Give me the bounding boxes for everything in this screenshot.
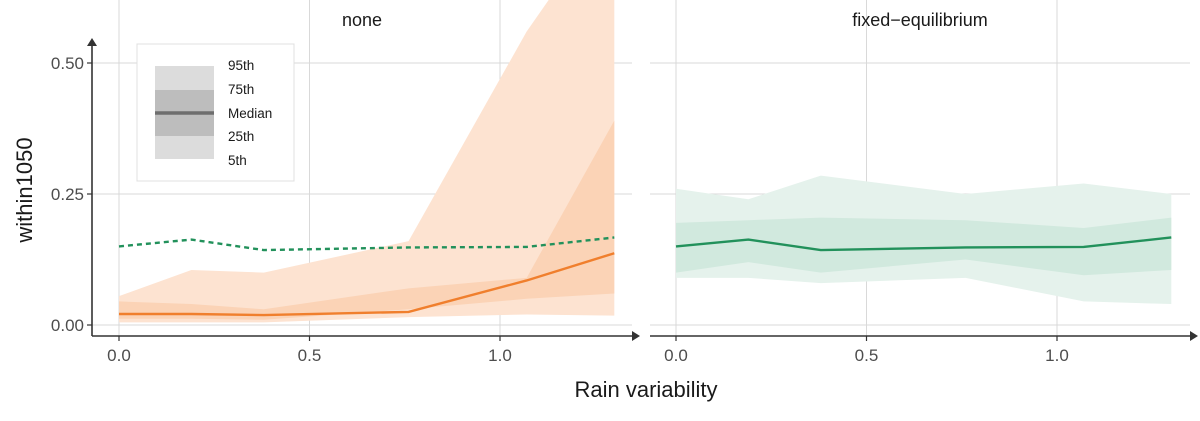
band-5-95 <box>119 0 615 323</box>
panel-0: none 0.0 0.5 1.0 <box>92 0 640 365</box>
x-tick-label: 0.0 <box>664 346 688 365</box>
median-line <box>675 236 1172 252</box>
panel-bands-1 <box>676 175 1172 305</box>
legend-label: 75th <box>228 82 254 97</box>
y-tick-label: 0.00 <box>51 316 84 335</box>
y-axis-arrow <box>87 38 97 46</box>
legend: 95th 75th Median 25th 5th <box>136 43 295 182</box>
legend-label: 95th <box>228 58 254 73</box>
y-axis-title: within1050 <box>12 137 37 243</box>
legend-label: Median <box>228 106 272 121</box>
panel-title: none <box>342 10 382 30</box>
median-line <box>119 252 615 317</box>
band-25-75 <box>676 217 1172 276</box>
y-tick-label: 0.50 <box>51 54 84 73</box>
panel-1: fixed−equilibrium 0.0 0.5 1.0 <box>650 0 1198 365</box>
x-tick-label: 1.0 <box>1045 346 1069 365</box>
x-tick-label: 1.0 <box>488 346 512 365</box>
reference-median-line <box>118 236 615 252</box>
x-tick-label: 0.0 <box>107 346 131 365</box>
x-axis-arrow <box>632 331 640 341</box>
legend-label: 5th <box>228 153 247 168</box>
x-tick-label: 0.5 <box>298 346 322 365</box>
y-tick-label: 0.25 <box>51 185 84 204</box>
legend-label: 25th <box>228 129 254 144</box>
x-axis-title: Rain variability <box>574 377 717 402</box>
x-axis-arrow <box>1190 331 1198 341</box>
panel-title: fixed−equilibrium <box>852 10 988 30</box>
panel-bands-0 <box>119 0 615 323</box>
x-tick-label: 0.5 <box>855 346 879 365</box>
